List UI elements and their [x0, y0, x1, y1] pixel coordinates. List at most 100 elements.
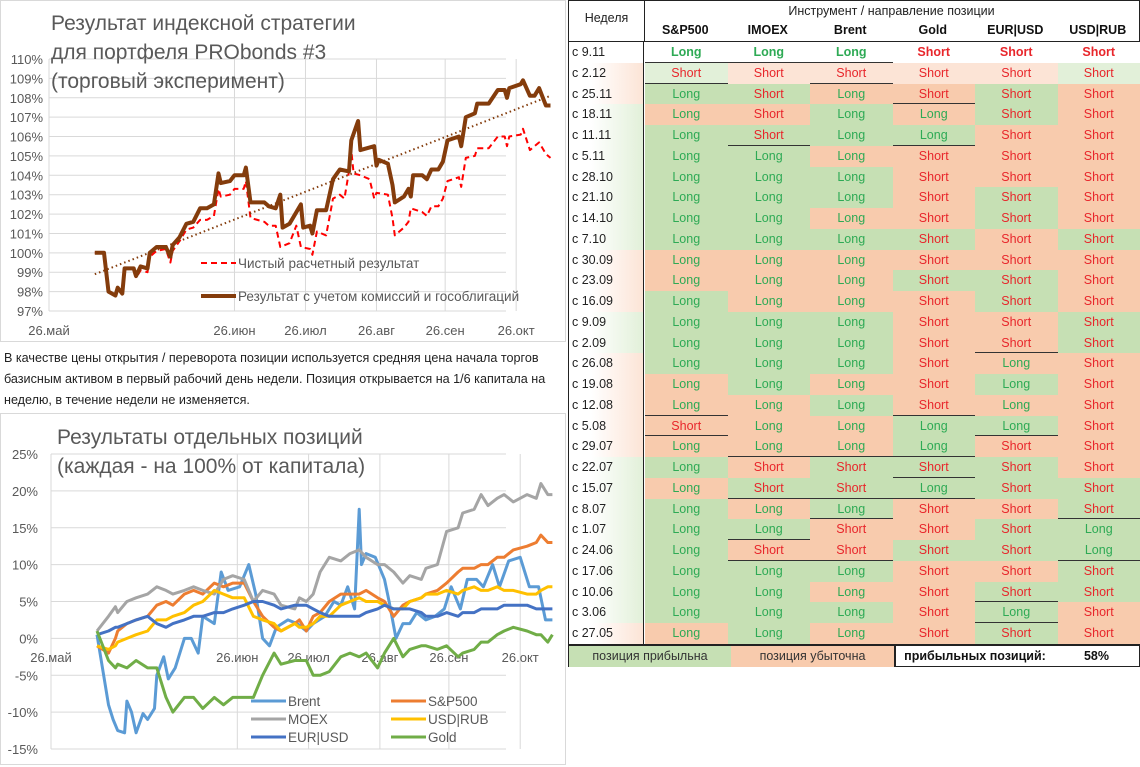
legend-label: Чистый расчетный результат [238, 256, 419, 271]
series-line-moex [95, 482, 553, 632]
position-cell: Long [645, 353, 728, 374]
week-cell: с 3.06 [569, 602, 644, 623]
x-tick-label: 26.сен [429, 650, 468, 665]
position-cell: Short [727, 104, 810, 125]
week-cell: с 30.09 [569, 249, 644, 271]
y-tick-label: 107% [10, 110, 44, 125]
position-cell: Short [975, 623, 1058, 644]
position-cell: Short [975, 249, 1058, 271]
position-cell: Short [1057, 228, 1140, 250]
position-cell: Short [892, 311, 975, 333]
x-tick-label: 26.сен [426, 323, 465, 338]
position-cell: Short [975, 208, 1058, 229]
position-cell: Long [975, 602, 1058, 623]
week-cell: с 8.07 [569, 498, 644, 520]
position-cell: Short [1057, 249, 1140, 271]
position-cell: Long [645, 394, 728, 416]
table-row: с 8.07 Long Long Long Short Short Short [569, 498, 1140, 520]
legend-label: S&P500 [428, 694, 478, 709]
week-cell: с 1.07 [569, 519, 644, 540]
table-row: с 11.11 Long Short Long Long Short Short [569, 125, 1140, 146]
position-cell: Long [727, 249, 810, 271]
position-cell: Long [810, 270, 893, 291]
position-cell: Long [727, 145, 810, 167]
y-tick-label: 15% [12, 521, 38, 536]
position-cell: Long [810, 311, 893, 333]
table-row: с 10.06 Long Long Long Short Short Short [569, 581, 1140, 603]
table-row: с 12.08 Long Long Long Short Long Short [569, 394, 1140, 416]
position-cell: Long [810, 353, 893, 374]
series-line-trendline [94, 94, 551, 276]
y-tick-label: 10% [12, 558, 38, 573]
table-row: с 18.11 Long Short Long Long Short Short [569, 104, 1140, 125]
position-cell: Long [727, 208, 810, 229]
position-cell: Short [975, 332, 1058, 354]
position-cell: Long [645, 498, 728, 520]
position-cell: Short [727, 83, 810, 105]
position-cell: Long [810, 581, 893, 603]
x-tick-label: 26.май [30, 650, 72, 665]
position-cell: Short [892, 291, 975, 312]
week-cell: с 21.10 [569, 187, 644, 208]
position-cell: Long [645, 540, 728, 561]
position-cell: Long [645, 228, 728, 250]
position-cell: Long [645, 104, 728, 125]
position-cell: Short [892, 270, 975, 291]
position-cell: Short [645, 415, 728, 437]
position-cell: Short [975, 519, 1058, 540]
position-cell: Long [810, 560, 893, 582]
week-cell: с 15.07 [569, 477, 644, 499]
week-cell: с 7.10 [569, 228, 644, 250]
week-cell: с 2.12 [569, 62, 644, 84]
position-cell: Short [1057, 581, 1140, 603]
week-cell: с 12.08 [569, 394, 644, 416]
methodology-note: В качестве цены открытия / переворота по… [4, 351, 546, 407]
position-cell: Short [892, 83, 975, 105]
week-header: Неделя [584, 11, 629, 25]
table-row: с 9.09 Long Long Long Short Short Short [569, 311, 1140, 333]
position-cell: Long [645, 125, 728, 146]
table-row: с 26.08 Long Long Long Short Long Short [569, 353, 1140, 374]
week-cell: с 2.09 [569, 332, 644, 354]
position-cell: Short [1057, 436, 1140, 457]
position-cell: Short [1057, 457, 1140, 478]
table-row: с 23.09 Long Long Long Short Short Short [569, 270, 1140, 291]
x-tick-label: 26.окт [498, 323, 535, 338]
position-cell: Long [810, 415, 893, 437]
y-tick-label: 99% [17, 265, 43, 280]
position-cell: Long [975, 374, 1058, 395]
table-row: с 7.10 Long Long Long Short Short Short [569, 228, 1140, 250]
position-cell: Short [1057, 166, 1140, 188]
position-cell: Long [810, 208, 893, 229]
position-cell: Long [645, 436, 728, 457]
positions-table: Неделя Инструмент / направление позиции … [568, 0, 1140, 667]
position-cell: Long [727, 374, 810, 395]
position-cell: Short [810, 477, 893, 499]
title-line: Результат индексной стратегии [51, 12, 356, 35]
positions-chart-panel: -15% -10% -5% 0% 5% 10% 15% 20% 25% 26.май 26.июн 2… [0, 413, 566, 765]
y-tick-label: 25% [12, 447, 38, 462]
position-cell: Short [975, 540, 1058, 561]
column-header: EUR|USD [987, 23, 1044, 37]
position-cell: Short [975, 477, 1058, 499]
position-cell: Long [727, 270, 810, 291]
legend-label: USD|RUB [428, 712, 489, 727]
table-row: с 27.05 Long Long Long Short Short Short [569, 623, 1140, 644]
table-row: с 5.11 Long Long Long Short Short Short [569, 145, 1140, 167]
position-cell: Short [975, 581, 1058, 603]
x-tick-label: 26.май [28, 323, 70, 338]
y-tick-label: 106% [10, 130, 44, 145]
position-cell: Short [892, 332, 975, 354]
week-cell: с 17.06 [569, 560, 644, 582]
table-row: с 9.11 Long Long Long Short Short Short [569, 42, 1140, 63]
position-cell: Short [727, 62, 810, 84]
position-cell: Long [727, 291, 810, 312]
legend-label: EUR|USD [288, 730, 349, 745]
y-tick-label: 20% [12, 484, 38, 499]
position-cell: Long [645, 145, 728, 167]
position-cell: Short [975, 228, 1058, 250]
series-line-s-p500 [96, 533, 553, 655]
week-cell: с 16.09 [569, 291, 644, 312]
position-cell: Short [892, 519, 975, 540]
position-cell: Long [645, 581, 728, 603]
